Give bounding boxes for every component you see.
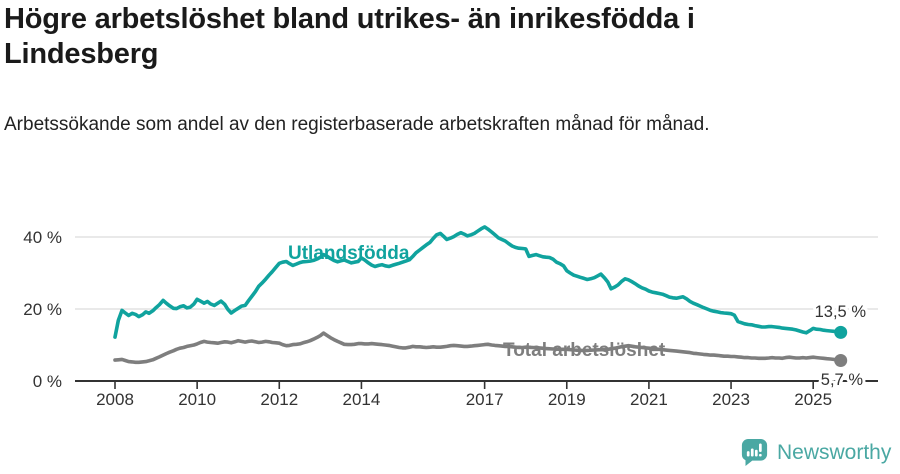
speech-bubble-shape xyxy=(741,439,768,466)
mini-bar-3 xyxy=(754,449,758,457)
x-tick-label: 2025 xyxy=(794,390,832,409)
mini-bar-1 xyxy=(746,451,750,457)
x-tick-label: 2021 xyxy=(630,390,668,409)
page-subtitle: Arbetssökande som andel av den registerb… xyxy=(4,114,710,135)
end-value-label-total: 5,7 % xyxy=(821,371,864,389)
y-tick-label: 20 % xyxy=(23,300,62,319)
newsworthy-logo-text: Newsworthy xyxy=(777,440,892,464)
mini-bar-2 xyxy=(750,448,754,457)
exclamation-dot xyxy=(759,453,762,457)
x-tick-label: 2008 xyxy=(96,390,134,409)
page-title: Högre arbetslöshet bland utrikes- än inr… xyxy=(4,3,695,71)
y-tick-label: 40 % xyxy=(23,228,62,247)
end-value-label-utlandsfodda: 13,5 % xyxy=(815,303,867,321)
x-tick-label: 2023 xyxy=(712,390,750,409)
brand-footer: Newsworthy xyxy=(741,438,891,467)
series-endpoint-dot xyxy=(834,325,848,339)
series-line-total xyxy=(113,331,843,365)
x-tick-label: 2014 xyxy=(343,390,381,409)
x-tick-label: 2019 xyxy=(548,390,586,409)
series-label-total: Total arbetslöshet xyxy=(503,340,666,361)
unemployment-line-chart: 0 % 20 % 40 % 2008 2010 2012 2014 2017 2019 2021 2… xyxy=(23,225,878,409)
x-tick-label: 2017 xyxy=(466,390,504,409)
x-tick-label: 2010 xyxy=(178,390,216,409)
series-endpoint-dot xyxy=(834,353,848,367)
x-tick-label: 2012 xyxy=(260,390,298,409)
series-label-utlandsfodda: Utlandsfödda xyxy=(288,243,410,264)
y-tick-label: 0 % xyxy=(33,372,62,391)
newsworthy-logo-icon xyxy=(741,439,768,466)
series-line-utlandsfodda xyxy=(113,225,843,339)
exclamation-bar xyxy=(759,443,762,453)
